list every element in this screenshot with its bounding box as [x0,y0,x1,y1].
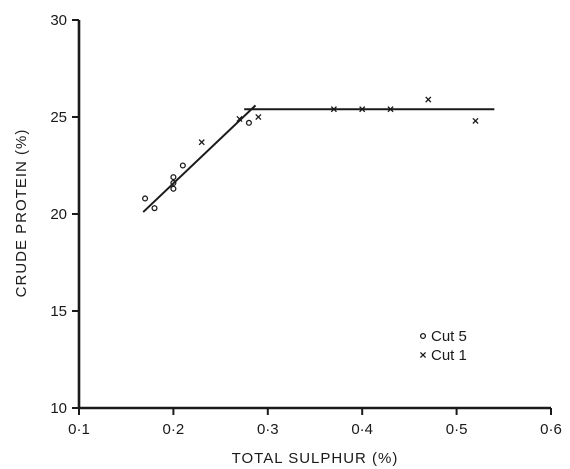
data-points [142,96,479,212]
y-axis-title: CRUDE PROTEIN (%) [13,129,30,298]
ticks: 0·1 0·2 0·3 0·4 0·5 0·6 10 15 20 25 30 [50,12,562,438]
x-tick-label: 0·5 [446,421,468,438]
data-point-cross [198,139,205,146]
x-tick-label: 0·3 [257,421,279,438]
data-point-cross [387,106,394,113]
x-tick-label: 0·2 [163,421,185,438]
data-point-cross [359,106,366,113]
data-point-cross [472,117,479,124]
y-tick-label: 30 [50,12,67,29]
data-point-circle [170,174,177,181]
legend: Cut 5 Cut 1 [419,328,467,364]
data-point-circle [170,179,177,187]
y-tick-label: 15 [50,303,67,320]
fit-line [142,104,257,213]
legend-marker [419,351,427,359]
x-tick-label: 0·4 [351,421,373,438]
data-point-circle [245,119,252,126]
data-point-circle [170,185,177,192]
y-tick-label: 20 [50,206,67,223]
legend-label: Cut 1 [431,347,467,364]
x-tick-label: 0·1 [68,421,90,438]
axes [77,20,551,410]
data-point-circle [151,205,158,212]
data-point-cross [255,113,262,121]
y-tick-label: 25 [50,109,67,126]
fit-lines [142,104,495,213]
x-axis-title: TOTAL SULPHUR (%) [232,450,399,467]
data-point-cross [330,106,337,113]
legend-marker [419,332,427,340]
data-point-circle [179,162,186,169]
y-tick-label: 10 [50,400,67,417]
legend-label: Cut 5 [431,328,467,345]
data-point-cross [236,115,243,122]
x-tick-label: 0·6 [540,421,562,438]
data-point-circle [142,195,149,202]
data-point-cross [425,96,432,103]
